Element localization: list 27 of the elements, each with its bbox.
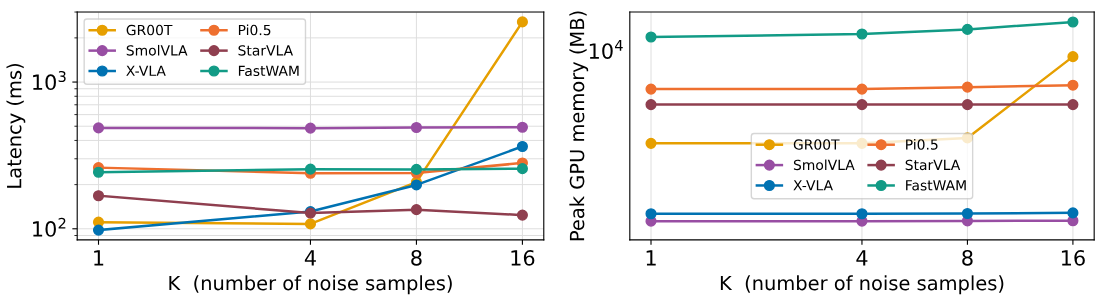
legend-label: StarVLA	[905, 159, 961, 171]
legend-label: StarVLA	[238, 45, 293, 56]
x-axis-title: K (number of noise samples)	[720, 275, 1004, 295]
x-tick-label: 1	[94, 250, 104, 266]
x-tick-label: 8	[962, 249, 973, 266]
x-tick-label: 16	[1061, 249, 1085, 266]
y-axis-title: Peak GPU memory (MB)	[569, 11, 589, 241]
legend-label: Pi0.5	[238, 24, 271, 36]
legend-label: FastWAM	[906, 180, 966, 191]
legend-label: SmolVLA	[793, 159, 855, 171]
y-axis-title: Latency (ms)	[6, 64, 26, 188]
text: 10$^{4}$	[589, 40, 623, 59]
x-axis-title: K (number of noise samples)	[169, 275, 452, 295]
legend-label: SmolVLA	[126, 44, 188, 56]
x-tick-label: 16	[511, 249, 535, 266]
x-tick-label: 4	[856, 250, 868, 266]
y-tick-label: 10$^{2}$	[33, 217, 66, 237]
legend-label: X-VLA	[793, 180, 833, 191]
legend-label: GR00T	[793, 139, 840, 150]
x-tick-label: 1	[646, 250, 656, 266]
y-tick-label: 10$^{3}$	[33, 71, 66, 91]
legend-label: X-VLA	[126, 65, 166, 76]
x-tick-label: 8	[411, 249, 422, 266]
x-tick-label: 4	[304, 250, 316, 266]
legend-label: GR00T	[126, 24, 173, 36]
legend-label: FastWAM	[238, 65, 299, 77]
legend-label: Pi0.5	[906, 139, 938, 150]
